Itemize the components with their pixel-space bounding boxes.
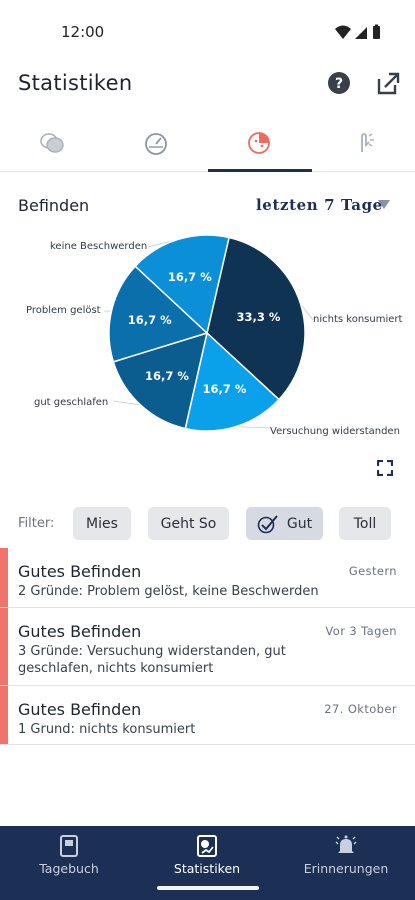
nav-label: Erinnerungen bbox=[303, 861, 389, 876]
tab-gauge[interactable] bbox=[104, 115, 208, 171]
tab-mood[interactable] bbox=[208, 115, 312, 171]
filter-chip-gut[interactable]: Gut bbox=[246, 507, 323, 540]
pie-slice-percent: 16,7 % bbox=[168, 270, 212, 284]
pie-slice bbox=[108, 265, 209, 363]
filter-chip-geht-so[interactable]: Geht So bbox=[148, 507, 229, 540]
filter-chip-toll[interactable]: Toll bbox=[339, 507, 391, 540]
chip-label: Gut bbox=[286, 515, 313, 532]
bell-icon bbox=[335, 835, 357, 853]
nav-item-erinnerungen[interactable]: Erinnerungen bbox=[277, 826, 415, 900]
pie-slice bbox=[184, 331, 281, 432]
dropdown-arrow-icon[interactable] bbox=[378, 200, 390, 210]
tab-indicator bbox=[208, 169, 312, 172]
bottom-nav: Tagebuch Statistiken Erinnerungen bbox=[0, 826, 415, 900]
pie-slice bbox=[134, 234, 230, 335]
nav-item-tagebuch[interactable]: Tagebuch bbox=[0, 826, 138, 900]
status-bar: 12:00 bbox=[0, 0, 415, 62]
nav-label: Tagebuch bbox=[39, 861, 99, 876]
entry-title: Gutes Befinden bbox=[18, 562, 142, 581]
gauge-icon bbox=[145, 133, 167, 155]
signal-icon bbox=[355, 27, 367, 39]
entry-description: 2 Gründe: Problem gelöst, keine Beschwer… bbox=[18, 584, 319, 599]
tab-gesture[interactable] bbox=[312, 115, 415, 171]
slice-label-versuchung-widerstanden: Versuchung widerstanden bbox=[270, 426, 400, 437]
nav-label: Statistiken bbox=[173, 861, 241, 876]
entry-date: Gestern bbox=[348, 564, 397, 578]
entry-title: Gutes Befinden bbox=[18, 700, 142, 719]
hand-gesture-icon bbox=[361, 133, 374, 152]
chip-label: Mies bbox=[86, 515, 118, 532]
entry-description: 3 Gründe: Versuchung widerstanden, gut g… bbox=[18, 644, 286, 676]
tab-chats[interactable] bbox=[0, 115, 104, 171]
chip-label: Toll bbox=[353, 515, 377, 532]
help-icon[interactable]: ? bbox=[327, 71, 351, 95]
battery-icon bbox=[373, 24, 380, 39]
entry-accent bbox=[0, 608, 8, 685]
pie-slice-percent: 16,7 % bbox=[128, 313, 172, 327]
filter-chip-mies[interactable]: Mies bbox=[73, 507, 131, 540]
app-bar: Statistiken ? bbox=[0, 62, 415, 110]
status-icons bbox=[335, 24, 380, 39]
entry-date: Vor 3 Tagen bbox=[325, 624, 397, 638]
list-item[interactable]: Gutes Befinden Gestern 2 Gründe: Problem… bbox=[0, 548, 415, 608]
pie-leader-line bbox=[300, 303, 314, 321]
svg-text:?: ? bbox=[335, 76, 343, 92]
pie-slice bbox=[112, 331, 209, 430]
gesture-bar bbox=[157, 886, 259, 890]
list-item[interactable]: Gutes Befinden 27. Oktober 1 Grund: nich… bbox=[0, 686, 415, 745]
slice-label-nichts-konsumiert: nichts konsumiert bbox=[313, 314, 403, 325]
nav-item-statistiken[interactable]: Statistiken bbox=[138, 826, 276, 900]
entry-title: Gutes Befinden bbox=[18, 622, 142, 641]
page-title: Statistiken bbox=[18, 71, 133, 95]
pie-leader-line bbox=[235, 426, 271, 429]
entry-description: 1 Grund: nichts konsumiert bbox=[18, 722, 196, 737]
pie-slice bbox=[206, 236, 306, 401]
mood-pie-icon bbox=[248, 132, 270, 154]
slice-label-problem-geloest: Problem gelöst bbox=[26, 305, 101, 316]
entry-accent bbox=[0, 548, 8, 607]
check-icon bbox=[257, 514, 278, 533]
entry-accent bbox=[0, 686, 8, 744]
slice-label-gut-geschlafen: gut geschlafen bbox=[34, 397, 109, 408]
share-icon[interactable] bbox=[375, 70, 401, 96]
statistics-icon bbox=[197, 835, 217, 857]
entry-list: Gutes Befinden Gestern 2 Gründe: Problem… bbox=[0, 548, 415, 745]
pie-slice-percent: 16,7 % bbox=[145, 369, 189, 383]
pie-leader-line bbox=[112, 400, 141, 406]
pie-chart-svg: 33,3 % 16,7 % 16,7 % 16,7 % 16,7 % bbox=[103, 234, 314, 432]
fullscreen-icon[interactable] bbox=[377, 460, 393, 476]
chat-bubbles-icon bbox=[40, 133, 64, 153]
status-time: 12:00 bbox=[61, 23, 105, 41]
chip-label: Geht So bbox=[160, 515, 217, 532]
pie-slice-percent: 33,3 % bbox=[237, 310, 281, 324]
range-dropdown[interactable]: letzten 7 Tage bbox=[256, 196, 383, 214]
filter-label: Filter: bbox=[18, 516, 55, 531]
slice-label-keine-beschwerden: keine Beschwerden bbox=[50, 241, 148, 252]
pie-slice-percent: 16,7 % bbox=[202, 382, 246, 396]
section-title: Befinden bbox=[18, 196, 90, 215]
pie-chart: 33,3 % 16,7 % 16,7 % 16,7 % 16,7 % keine Bes… bbox=[0, 225, 415, 450]
list-item[interactable]: Gutes Befinden Vor 3 Tagen 3 Gründe: Ver… bbox=[0, 608, 415, 686]
tab-bar bbox=[0, 115, 415, 172]
filter-row: Filter: Mies Geht So Gut Toll bbox=[0, 505, 415, 541]
diary-icon bbox=[60, 835, 78, 857]
wifi-icon bbox=[335, 25, 351, 39]
entry-date: 27. Oktober bbox=[324, 702, 397, 716]
